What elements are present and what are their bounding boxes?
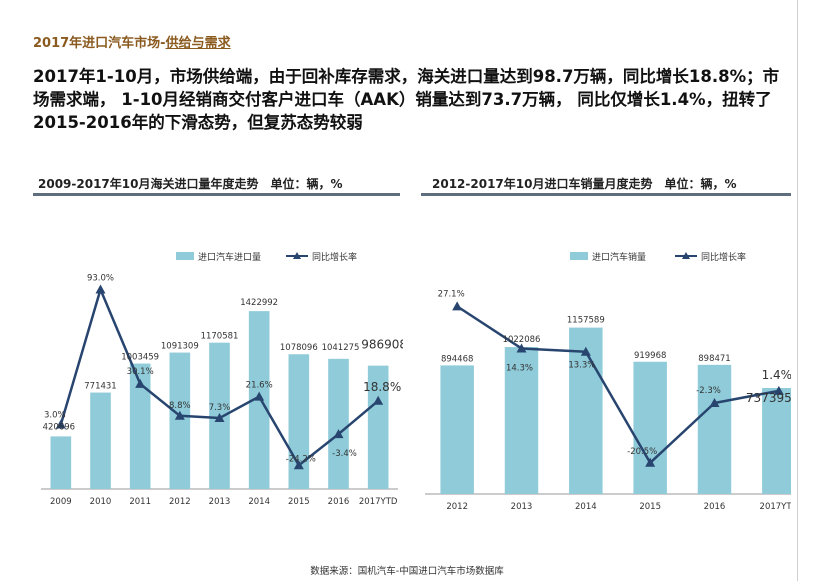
- chart-2-bar-label-2012: 894468: [441, 354, 473, 364]
- chart-2-growth-marker-2012: [452, 301, 463, 311]
- chart-2-bar-label-2015: 919968: [634, 351, 666, 361]
- chart-1-line-label-2009: 3.0%: [44, 411, 66, 421]
- chart-1-legend-bar-swatch: [176, 252, 194, 260]
- chart-1-bar-label-2016: 1041275: [322, 343, 360, 353]
- chart-2-legend-line-label: 同比增长率: [701, 251, 746, 263]
- chart-1-line-label-2013: 7.3%: [209, 403, 231, 413]
- chart-1-xtick-2013: 2013: [209, 497, 231, 507]
- chart-2-title: 2012-2017年10月进口车销量月度走势 单位：辆，%: [432, 177, 737, 191]
- chart-2-line-label-2012: 27.1%: [438, 289, 465, 299]
- chart-2-bar-label-2014: 1157589: [567, 316, 605, 326]
- chart-1-growth-marker-2011: [135, 378, 146, 388]
- chart-1-xtick-2017YTD: 2017YTD: [359, 497, 398, 507]
- chart-1-growth-marker-2009: [55, 419, 66, 429]
- chart-1-xtick-2016: 2016: [328, 497, 350, 507]
- chart-1-bar-2010: [90, 392, 111, 489]
- chart-1-line-label-2011: 30.1%: [127, 367, 154, 377]
- chart-1-xtick-2010: 2010: [90, 497, 112, 507]
- chart-1-bar-2017YTD: [367, 365, 389, 489]
- chart-2-xtick-2013: 2013: [511, 502, 533, 512]
- chart-2-bar-label-2017YTD: 737395: [746, 391, 791, 405]
- page-title-prefix: 2017年进口汽车市场-: [33, 36, 166, 51]
- chart-1-xtick-2011: 2011: [129, 497, 151, 507]
- chart-2-line-label-2016: -2.3%: [696, 386, 721, 396]
- chart-1-line-label-2015: -24.2%: [286, 454, 316, 464]
- chart-1-bar-2009: [50, 436, 72, 489]
- chart-2-legend-bar-swatch: [570, 252, 588, 260]
- chart-1-growth-marker-2017YTD: [373, 395, 384, 405]
- chart-1-bar-label-2010: 771431: [84, 382, 116, 392]
- chart-1-bar-label-2015: 1078096: [280, 343, 318, 353]
- chart-2-growth-marker-2016: [709, 397, 720, 407]
- chart-1-line-label-2010: 93.0%: [87, 274, 114, 284]
- chart-1-line-label-2017YTD: 18.8%: [363, 380, 401, 394]
- chart-1-bar-2011: [129, 363, 151, 489]
- right-divider: [797, 0, 798, 581]
- chart-2-growth-marker-2015: [645, 457, 656, 467]
- chart-1-bar-2016: [328, 358, 349, 489]
- page-title-highlight: 供给与需求: [165, 36, 231, 51]
- chart-2-growth-marker-2014: [580, 346, 591, 356]
- chart-1-bar-label-2012: 1091309: [161, 342, 199, 352]
- chart-2-growth-line: [456, 305, 780, 465]
- chart-1: 进口汽车进口量 同比增长率 2009 2010 2011 2012 2013 2014 2015…: [41, 251, 403, 507]
- chart-2-bar-2016: [697, 364, 732, 494]
- chart-2-title-rule: [421, 193, 791, 196]
- page-title: 2017年进口汽车市场-供给与需求: [33, 32, 231, 51]
- chart-1-growth-marker-2014: [254, 391, 265, 401]
- chart-1-growth-marker-2016: [333, 429, 344, 439]
- chart-2-bar-2012: [440, 365, 474, 494]
- chart-2-xtick-2015: 2015: [639, 502, 661, 512]
- chart-2-line-label-2013: 14.3%: [506, 363, 533, 373]
- chart-2-bar-2013: [504, 347, 539, 494]
- chart-1-bar-label-2011: 1003459: [121, 353, 159, 363]
- chart-2-legend-bar-label: 进口汽车销量: [592, 251, 646, 263]
- chart-2-line-label-2015: -20.5%: [627, 447, 657, 457]
- chart-2-bar-2015: [633, 361, 667, 494]
- headline: 2017年1-10月，市场供给端，由于回补库存需求，海关进口量达到98.7万辆，…: [33, 67, 780, 132]
- chart-1-growth-marker-2015: [293, 460, 304, 470]
- chart-2-xtick-2012: 2012: [446, 502, 468, 512]
- chart-2-xtick-2014: 2014: [575, 502, 597, 512]
- chart-2-xtick-2017YTD: 2017YTD: [760, 502, 791, 512]
- chart-1-line-label-2014: 21.6%: [246, 381, 273, 391]
- chart-2-line-label-2014: 13.3%: [568, 361, 595, 371]
- chart-1-growth-marker-2012: [174, 410, 185, 420]
- chart-2-growth-marker-2017YTD: [773, 385, 784, 395]
- chart-1-line-label-2012: 8.8%: [169, 401, 191, 411]
- chart-1-growth-marker-2010: [95, 284, 106, 294]
- chart-2-growth-marker-2013: [516, 343, 527, 353]
- chart-2-xtick-2016: 2016: [704, 502, 726, 512]
- chart-1-bar-label-2014: 1422992: [240, 298, 278, 308]
- chart-1-bar-label-2009: 420696: [43, 422, 75, 432]
- chart-1-bar-label-2013: 1170581: [201, 332, 239, 342]
- data-source-note: 数据来源：国机汽车-中国进口汽车市场数据库: [310, 566, 504, 577]
- chart-1-line-label-2016: -3.4%: [332, 449, 357, 459]
- chart-2-bar-2017YTD: [762, 387, 791, 494]
- chart-1-legend-line-marker: [293, 252, 301, 259]
- chart-1-xtick-2014: 2014: [248, 497, 270, 507]
- chart-1-growth-marker-2013: [214, 413, 225, 423]
- chart-2-legend-line-marker: [682, 252, 690, 259]
- chart-1-legend-line-label: 同比增长率: [312, 251, 357, 263]
- chart-1-xtick-2015: 2015: [288, 497, 310, 507]
- chart-1-legend-bar-label: 进口汽车进口量: [198, 251, 261, 263]
- chart-2: 进口汽车销量 同比增长率 2012 2013 2014 2015 2016 2017YTD 89…: [425, 251, 791, 512]
- chart-2-line-label-2017YTD: 1.4%: [762, 368, 791, 382]
- chart-1-bar-label-2017YTD: 986908: [361, 338, 403, 352]
- chart-1-xtick-2012: 2012: [169, 497, 191, 507]
- chart-1-bar-2012: [169, 352, 191, 489]
- chart-2-bar-label-2016: 898471: [698, 354, 730, 364]
- chart-1-xtick-2009: 2009: [50, 497, 72, 507]
- chart-1-title: 2009-2017年10月海关进口量年度走势 单位：辆，%: [38, 177, 343, 191]
- chart-2-bar-label-2013: 1022086: [503, 335, 541, 345]
- chart-1-title-rule: [33, 193, 400, 196]
